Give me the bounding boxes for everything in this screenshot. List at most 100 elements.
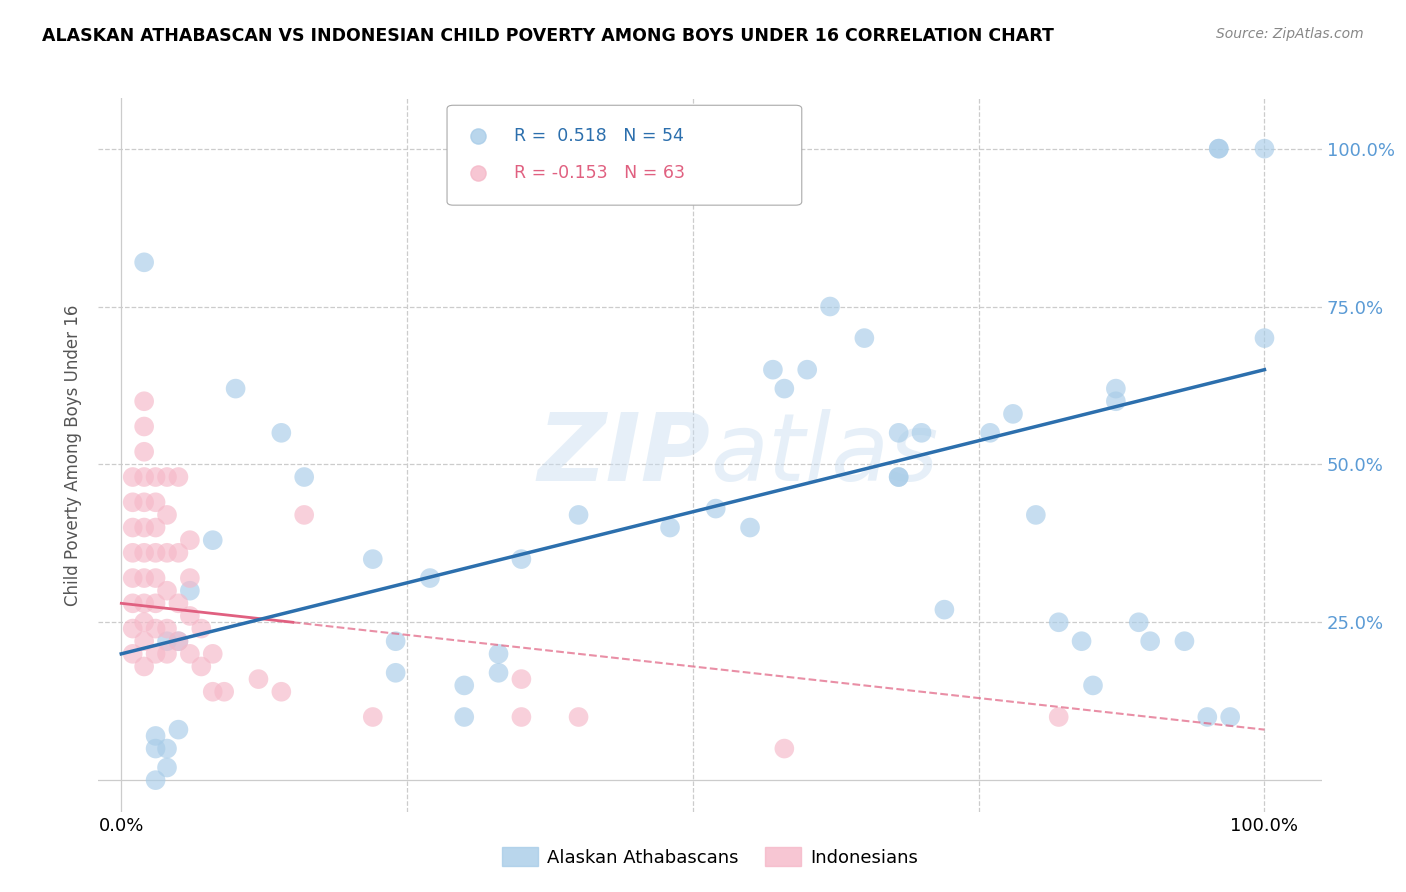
Point (179, 609, 201, 624)
Point (762, 362, 785, 376)
Point (1070, 634, 1092, 648)
Point (145, 622, 167, 636)
Point (361, 710, 384, 724)
Legend: Alaskan Athabascans, Indonesians: Alaskan Athabascans, Indonesians (495, 840, 925, 874)
Point (384, 665, 406, 680)
Point (167, 634, 190, 648)
Point (361, 552, 384, 566)
Point (121, 470, 143, 484)
Point (887, 425, 910, 440)
Point (453, 710, 475, 724)
Point (134, 394, 156, 409)
Point (1208, 142, 1230, 156)
Point (247, 672, 270, 686)
Text: atlas: atlas (710, 409, 938, 500)
Point (1047, 615, 1070, 630)
Point (510, 672, 533, 686)
Point (292, 470, 315, 484)
Point (145, 596, 167, 610)
Point (134, 255, 156, 269)
Point (167, 470, 190, 484)
Point (1047, 710, 1070, 724)
Text: Source: ZipAtlas.com: Source: ZipAtlas.com (1216, 27, 1364, 41)
Point (134, 615, 156, 630)
Point (1197, 710, 1219, 724)
Point (292, 508, 315, 522)
Point (488, 665, 510, 680)
Point (156, 647, 179, 661)
Point (212, 684, 235, 698)
Point (121, 596, 143, 610)
Point (145, 647, 167, 661)
Point (510, 552, 533, 566)
Point (190, 659, 212, 673)
Point (1081, 678, 1104, 692)
Point (384, 634, 406, 648)
Text: ALASKAN ATHABASCAN VS INDONESIAN CHILD POVERTY AMONG BOYS UNDER 16 CORRELATION C: ALASKAN ATHABASCAN VS INDONESIAN CHILD P… (42, 27, 1054, 45)
Point (419, 571, 441, 585)
Point (453, 678, 475, 692)
Point (156, 470, 179, 484)
Point (488, 647, 510, 661)
Point (145, 470, 167, 484)
Point (1001, 407, 1024, 421)
Point (773, 382, 796, 396)
Point (156, 634, 179, 648)
Point (167, 546, 190, 560)
Point (121, 546, 143, 560)
Point (190, 622, 212, 636)
Point (796, 362, 818, 376)
Point (134, 470, 156, 484)
Point (145, 546, 167, 560)
Point (145, 520, 167, 534)
Point (121, 495, 143, 509)
Point (567, 710, 589, 724)
Point (659, 520, 682, 534)
Text: R = -0.153   N = 63: R = -0.153 N = 63 (515, 164, 685, 182)
Point (818, 300, 841, 314)
Point (773, 741, 796, 756)
Point (887, 470, 910, 484)
Point (1208, 142, 1230, 156)
Point (179, 533, 201, 548)
Point (179, 647, 201, 661)
Point (134, 596, 156, 610)
Point (201, 647, 224, 661)
Point (145, 571, 167, 585)
Point (1219, 710, 1241, 724)
Point (121, 622, 143, 636)
Point (156, 583, 179, 598)
Point (1253, 142, 1275, 156)
Y-axis label: Child Poverty Among Boys Under 16: Child Poverty Among Boys Under 16 (65, 304, 83, 606)
Point (145, 729, 167, 743)
Point (121, 520, 143, 534)
Point (225, 382, 247, 396)
Point (1139, 634, 1161, 648)
Point (156, 760, 179, 774)
Point (934, 602, 956, 616)
Point (1025, 508, 1047, 522)
Point (1105, 382, 1128, 396)
Point (134, 419, 156, 434)
Point (738, 520, 761, 534)
Point (121, 647, 143, 661)
Point (567, 508, 589, 522)
Point (134, 495, 156, 509)
Point (1105, 394, 1128, 409)
Point (887, 470, 910, 484)
Point (1253, 331, 1275, 345)
Text: ZIP: ZIP (537, 409, 710, 501)
Point (121, 571, 143, 585)
Point (979, 425, 1001, 440)
Point (134, 520, 156, 534)
Point (145, 495, 167, 509)
Point (167, 634, 190, 648)
Point (179, 571, 201, 585)
Point (167, 723, 190, 737)
Point (134, 571, 156, 585)
Point (145, 741, 167, 756)
Point (1173, 634, 1195, 648)
Point (179, 583, 201, 598)
Point (134, 546, 156, 560)
Point (156, 508, 179, 522)
